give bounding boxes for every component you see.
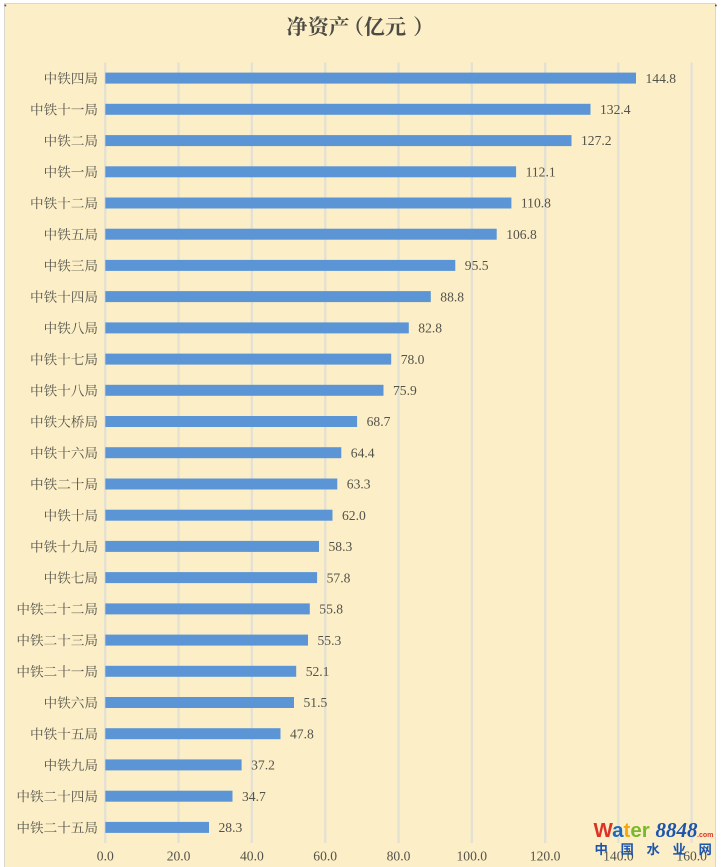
svg-text:47.8: 47.8 (290, 726, 314, 741)
svg-text:28.3: 28.3 (219, 820, 243, 835)
svg-text:80.0: 80.0 (387, 849, 411, 864)
svg-text:68.7: 68.7 (367, 414, 391, 429)
svg-text:160.0: 160.0 (676, 849, 707, 864)
svg-text:.com: .com (697, 832, 713, 839)
svg-text:0.0: 0.0 (97, 849, 114, 864)
svg-text:95.5: 95.5 (465, 258, 489, 273)
svg-text:110.8: 110.8 (521, 196, 551, 211)
svg-text:8848: 8848 (656, 818, 699, 842)
svg-text:88.8: 88.8 (440, 289, 464, 304)
svg-text:40.0: 40.0 (240, 849, 264, 864)
svg-text:82.8: 82.8 (418, 321, 442, 336)
svg-text:34.7: 34.7 (242, 789, 266, 804)
svg-text:Water: Water (594, 819, 650, 842)
svg-text:55.8: 55.8 (319, 602, 343, 617)
svg-text:57.8: 57.8 (327, 570, 351, 585)
svg-text:37.2: 37.2 (251, 758, 275, 773)
svg-text:20.0: 20.0 (167, 849, 191, 864)
svg-text:106.8: 106.8 (506, 227, 537, 242)
svg-text:112.1: 112.1 (526, 165, 556, 180)
svg-text:144.8: 144.8 (646, 71, 677, 86)
svg-text:75.9: 75.9 (393, 383, 417, 398)
svg-text:78.0: 78.0 (401, 352, 425, 367)
svg-text:51.5: 51.5 (304, 695, 328, 710)
svg-text:63.3: 63.3 (347, 477, 371, 492)
svg-text:55.3: 55.3 (318, 633, 342, 648)
svg-text:52.1: 52.1 (306, 664, 330, 679)
svg-text:62.0: 62.0 (342, 508, 366, 523)
svg-text:100.0: 100.0 (457, 849, 488, 864)
svg-text:132.4: 132.4 (600, 102, 631, 117)
svg-text:120.0: 120.0 (530, 849, 561, 864)
svg-text:58.3: 58.3 (329, 539, 353, 554)
svg-text:127.2: 127.2 (581, 133, 612, 148)
svg-text:64.4: 64.4 (351, 445, 375, 460)
svg-text:60.0: 60.0 (313, 849, 337, 864)
